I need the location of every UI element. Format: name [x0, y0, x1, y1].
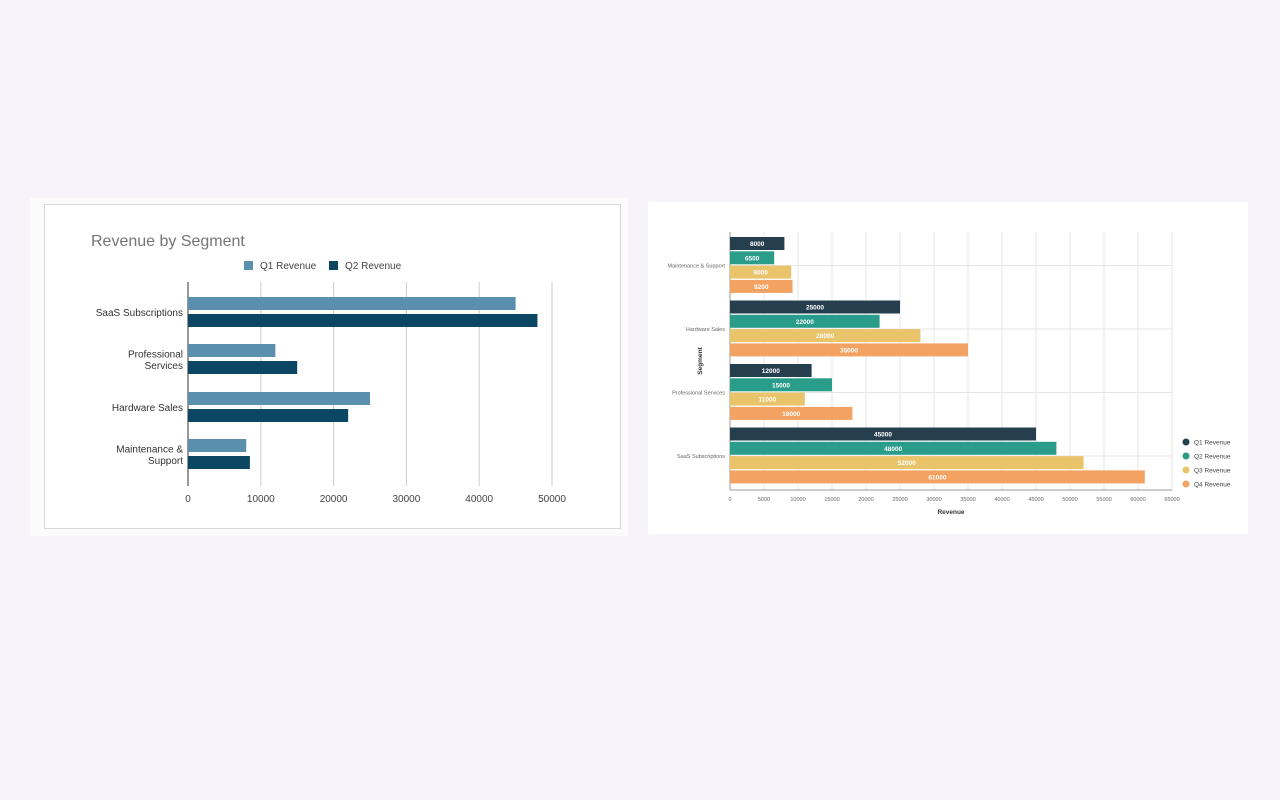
x-tick-label: 10000 — [790, 497, 805, 503]
data-label: 18000 — [782, 411, 800, 418]
data-label: 61000 — [928, 474, 946, 481]
data-label: 45000 — [874, 432, 892, 439]
data-label: 8000 — [750, 241, 765, 248]
legend-label-2: Q2 Revenue — [1194, 454, 1231, 461]
legend-label-4: Q4 Revenue — [1194, 482, 1231, 489]
bar-1-2 — [188, 344, 276, 357]
chart-left: Revenue by Segment Q1 Revenue Q2 Revenue 0 1… — [91, 233, 566, 505]
data-label: 35000 — [840, 347, 858, 354]
chart-panel-left: Revenue by Segment Q1 Revenue Q2 Revenue 0 1… — [30, 198, 628, 536]
legend-marker-4 — [1182, 480, 1190, 488]
x-tick-label: 50000 — [1062, 497, 1077, 503]
category-label: Professional Services — [672, 391, 725, 397]
bar-3-1 — [730, 265, 792, 279]
chart-panel-right: 0 5000 10000 15000 20000 25000 30000 35000 40000… — [648, 202, 1248, 534]
category-label: Maintenance & — [116, 444, 183, 455]
bar-2-4 — [730, 441, 1057, 455]
bar-2-1 — [188, 314, 538, 327]
chart-card-left: Revenue by Segment Q1 Revenue Q2 Revenue 0 1… — [44, 204, 621, 529]
x-tick-label: 0 — [185, 494, 191, 505]
bar-2-2 — [188, 361, 298, 374]
chart-title: Revenue by Segment — [91, 233, 245, 250]
legend-label-2: Q2 Revenue — [345, 261, 402, 272]
category-label: Services — [145, 361, 183, 372]
data-label: 11000 — [759, 397, 777, 404]
x-tick-label: 45000 — [1028, 497, 1043, 503]
bar-4-1 — [730, 279, 793, 293]
bar-2-3 — [730, 378, 832, 392]
bar-1-3 — [730, 364, 812, 377]
data-label: 48000 — [884, 446, 902, 453]
x-tick-label: 65000 — [1164, 497, 1179, 503]
x-tick-label: 40000 — [465, 494, 493, 505]
data-label: 6500 — [745, 255, 760, 262]
bar-2-1 — [730, 251, 775, 265]
bar-3-4 — [730, 456, 1084, 470]
bar-4-3 — [730, 406, 853, 420]
legend-swatch-1 — [244, 261, 253, 270]
bar-3-2 — [730, 329, 921, 343]
bar-2-3 — [188, 409, 349, 422]
legend-label-1: Q1 Revenue — [260, 261, 317, 272]
category-label: Professional — [128, 349, 183, 360]
legend-marker-2 — [1182, 452, 1190, 460]
x-tick-label: 0 — [728, 497, 731, 503]
x-tick-label: 55000 — [1096, 497, 1111, 503]
legend-swatch-2 — [329, 261, 338, 270]
bar-1-4 — [730, 427, 1036, 441]
bar-4-2 — [730, 343, 968, 357]
category-label: Hardware Sales — [112, 403, 183, 414]
x-tick-label: 35000 — [960, 497, 975, 503]
bar-2-4 — [188, 456, 250, 469]
x-tick-label: 20000 — [858, 497, 873, 503]
bar-1-2 — [730, 300, 900, 314]
bar-1-1 — [730, 237, 785, 250]
legend-marker-1 — [1182, 438, 1190, 446]
bar-1-3 — [188, 392, 370, 405]
x-tick-label: 10000 — [247, 494, 275, 505]
legend-marker-3 — [1182, 466, 1190, 474]
bar-1-4 — [188, 439, 247, 452]
x-tick-label: 15000 — [824, 497, 839, 503]
category-label: Support — [148, 456, 183, 467]
x-axis-title: Revenue — [937, 509, 964, 516]
x-tick-label: 20000 — [320, 494, 348, 505]
x-tick-label: 5000 — [758, 497, 770, 503]
chart-right: 0 5000 10000 15000 20000 25000 30000 35000 40000… — [668, 232, 1231, 516]
x-tick-label: 40000 — [994, 497, 1009, 503]
data-label: 12000 — [762, 368, 780, 375]
category-label: Hardware Sales — [686, 327, 725, 333]
bar-1-1 — [188, 297, 516, 310]
data-label: 9200 — [754, 284, 769, 291]
x-tick-label: 60000 — [1130, 497, 1145, 503]
category-label: Maintenance & Support — [668, 264, 726, 270]
category-label: SaaS Subscriptions — [677, 454, 725, 460]
bar-2-2 — [730, 314, 880, 328]
data-label: 9000 — [753, 270, 768, 277]
x-tick-label: 25000 — [892, 497, 907, 503]
data-label: 15000 — [772, 382, 790, 389]
x-tick-label: 30000 — [392, 494, 420, 505]
legend-label-3: Q3 Revenue — [1194, 468, 1231, 475]
category-label: SaaS Subscriptions — [96, 308, 183, 319]
bar-3-3 — [730, 392, 805, 406]
y-axis-title: Segment — [697, 346, 704, 374]
data-label: 25000 — [806, 305, 824, 312]
x-tick-label: 30000 — [926, 497, 941, 503]
legend-label-1: Q1 Revenue — [1194, 440, 1231, 447]
data-label: 52000 — [898, 460, 916, 467]
bar-4-4 — [730, 470, 1145, 484]
data-label: 22000 — [796, 319, 814, 326]
data-label: 28000 — [816, 333, 834, 340]
x-tick-label: 50000 — [538, 494, 566, 505]
